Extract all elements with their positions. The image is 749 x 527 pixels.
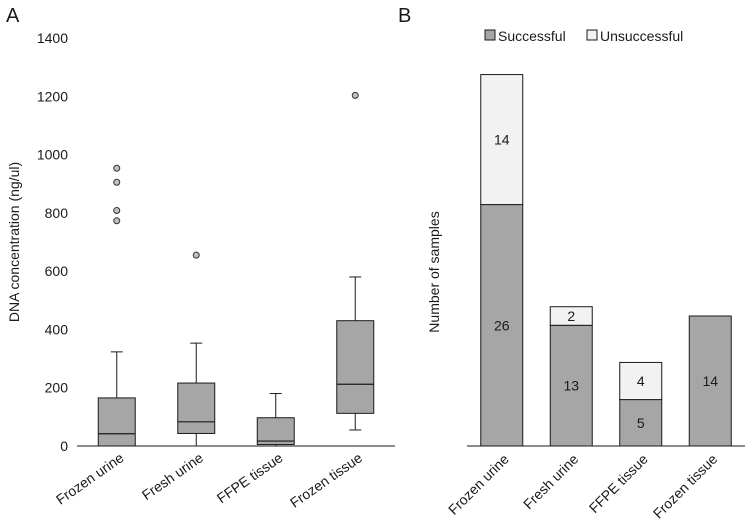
bar-value-label: 2 [567,308,575,324]
bar-ffpe-tissue-unsuccessful [619,361,663,401]
box-frozen-urine [97,164,136,447]
y-tick-label: 1400 [37,30,68,46]
outlier-point [192,251,200,259]
panel-b-stacked-bar: B Successful Unsuccessful Number of samp… [398,5,745,522]
legend-label-successful: Successful [498,28,566,44]
bar-value-label: 4 [637,373,645,389]
x-category-label: Fresh urine [520,451,582,513]
box-iqr [336,320,375,414]
bar-value-label: 14 [702,373,718,389]
x-category-label: Frozen urine [53,449,127,507]
panel-b-category-labels: Frozen urine Fresh urine FFPE tissueFrozen… [445,451,721,522]
box-fresh-urine [177,251,216,447]
legend-swatch-unsuccessful [586,29,598,41]
y-tick-label: 400 [45,321,69,337]
panel-b-legend: Successful Unsuccessful [484,28,683,44]
panel-b-y-axis-label: Number of samples [426,211,442,332]
x-category-label: Frozen tissue [287,449,365,510]
outlier-point [113,207,121,215]
box-ffpe-tissue [256,393,295,447]
y-tick-label: 600 [45,263,69,279]
y-tick-label: 0 [60,438,68,454]
x-category-label: Frozen tissue [650,451,721,522]
panel-b-bars: 26 14 13 2 5 4 14 [480,74,732,447]
panel-a-boxplot: A DNA concentration (ng/ul) 0 200 400 600 80… [6,5,395,511]
legend-swatch-successful [484,29,496,41]
panel-a-category-labels: Frozen urine Fresh urine FFPE tissue Frozen… [53,449,365,510]
y-tick-label: 800 [45,205,69,221]
x-category-label: Frozen urine [445,451,512,518]
box-frozen-tissue [336,91,375,431]
panel-a-y-ticks: 0 200 400 600 800 1000 1200 1400 [37,30,68,454]
y-tick-label: 1200 [37,88,68,104]
outlier-point [351,91,359,99]
y-tick-label: 200 [45,380,69,396]
x-category-label: Fresh urine [139,449,206,503]
x-category-label: FFPE tissue [214,449,286,506]
panel-a-boxes [97,91,375,447]
panel-a-y-axis-label: DNA concentration (ng/ul) [6,162,22,322]
panel-a-label: A [6,5,20,27]
outlier-point [113,217,121,225]
outlier-point [113,164,121,172]
bar-fresh-urine-unsuccessful [549,306,593,326]
bar-frozen-urine-successful [480,204,524,447]
outlier-point [113,178,121,186]
bar-value-label: 5 [637,415,645,431]
bar-value-label: 26 [494,317,510,333]
bar-value-label: 13 [563,378,579,394]
bar-value-label: 14 [494,132,510,148]
x-category-label: FFPE tissue [586,451,651,516]
legend-label-unsuccessful: Unsuccessful [600,28,683,44]
bar-frozen-urine-unsuccessful [480,74,524,206]
y-tick-label: 1000 [37,147,68,163]
bar-frozen-tissue-successful [688,315,732,447]
box-iqr [256,417,295,446]
box-iqr [97,397,136,447]
box-iqr [177,382,216,434]
panel-b-label: B [398,5,411,27]
